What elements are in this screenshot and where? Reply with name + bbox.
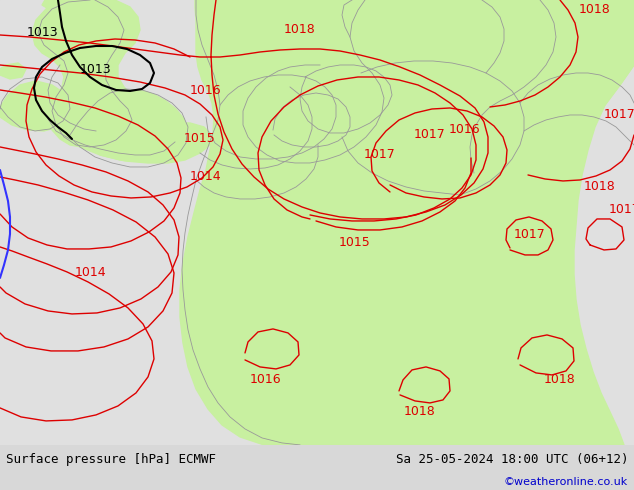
Text: 1014: 1014: [189, 171, 221, 183]
Polygon shape: [0, 81, 70, 131]
Polygon shape: [100, 123, 212, 163]
Text: 1013: 1013: [79, 64, 111, 76]
Polygon shape: [60, 90, 186, 161]
Text: Sa 25-05-2024 18:00 UTC (06+12): Sa 25-05-2024 18:00 UTC (06+12): [396, 453, 628, 466]
Polygon shape: [314, 83, 352, 135]
Text: 1017: 1017: [604, 108, 634, 122]
Polygon shape: [0, 63, 26, 79]
Polygon shape: [42, 0, 80, 13]
Text: 1014: 1014: [74, 267, 106, 279]
Text: 1015: 1015: [339, 237, 371, 249]
Polygon shape: [540, 0, 634, 150]
Text: 1013: 1013: [26, 26, 58, 40]
Text: 1018: 1018: [404, 405, 436, 418]
Text: 1018: 1018: [284, 24, 316, 36]
Text: 1018: 1018: [584, 180, 616, 194]
Text: 1016: 1016: [448, 123, 480, 137]
Polygon shape: [180, 0, 634, 445]
Text: 1017: 1017: [514, 228, 546, 242]
Text: 1017: 1017: [364, 148, 396, 162]
Polygon shape: [336, 0, 582, 195]
Text: 1015: 1015: [184, 132, 216, 146]
Text: 1017: 1017: [414, 128, 446, 142]
Text: 1017: 1017: [609, 203, 634, 217]
Text: 1018: 1018: [579, 3, 611, 17]
Polygon shape: [460, 39, 488, 59]
Text: ©weatheronline.co.uk: ©weatheronline.co.uk: [504, 477, 628, 487]
Polygon shape: [354, 101, 376, 119]
Text: 1018: 1018: [544, 373, 576, 387]
Text: 1016: 1016: [189, 84, 221, 98]
Text: Surface pressure [hPa] ECMWF: Surface pressure [hPa] ECMWF: [6, 453, 216, 466]
Polygon shape: [360, 0, 402, 101]
Text: 1016: 1016: [249, 373, 281, 387]
Polygon shape: [32, 0, 140, 147]
